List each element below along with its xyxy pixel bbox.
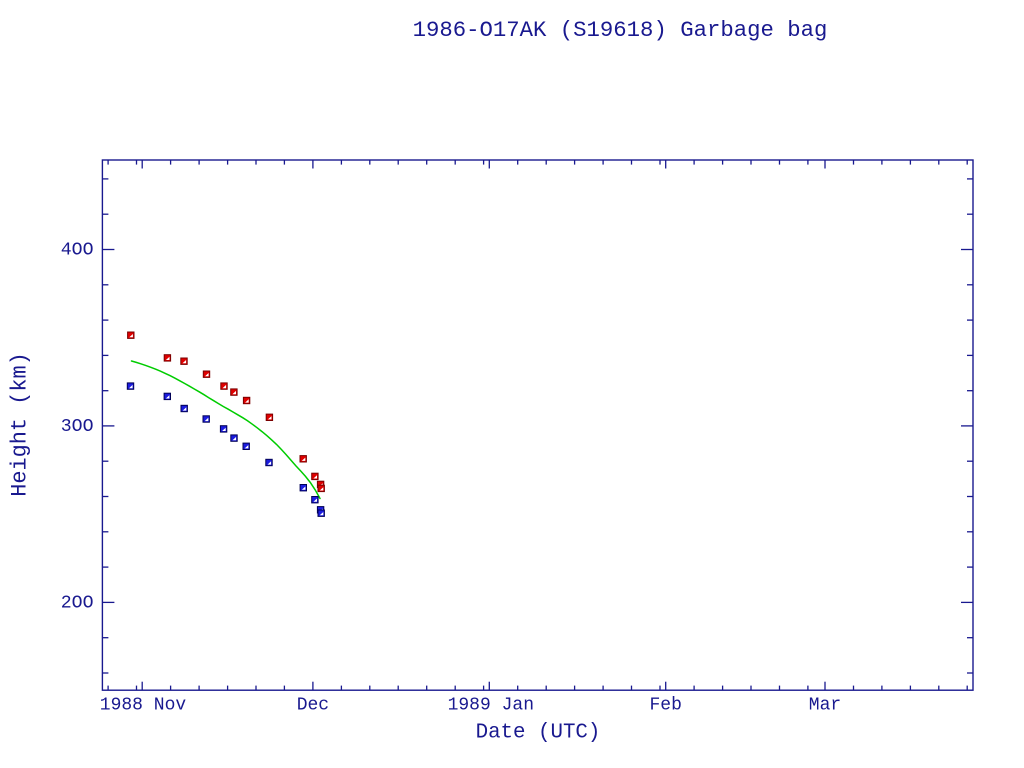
svg-text:3OO: 3OO (61, 417, 94, 437)
svg-text:1989 Jan: 1989 Jan (448, 695, 534, 715)
svg-text:Feb: Feb (649, 695, 681, 715)
svg-text:2OO: 2OO (61, 594, 94, 614)
svg-text:Mar: Mar (809, 695, 841, 715)
svg-text:Date (UTC): Date (UTC) (476, 722, 601, 745)
svg-text:4OO: 4OO (61, 241, 94, 261)
svg-text:1988 Nov: 1988 Nov (100, 695, 187, 715)
svg-text:Height (km): Height (km) (8, 352, 33, 497)
svg-text:Dec: Dec (297, 695, 329, 715)
svg-text:1986-O17AK (S19618) Garbage ba: 1986-O17AK (S19618) Garbage bag (413, 17, 828, 43)
